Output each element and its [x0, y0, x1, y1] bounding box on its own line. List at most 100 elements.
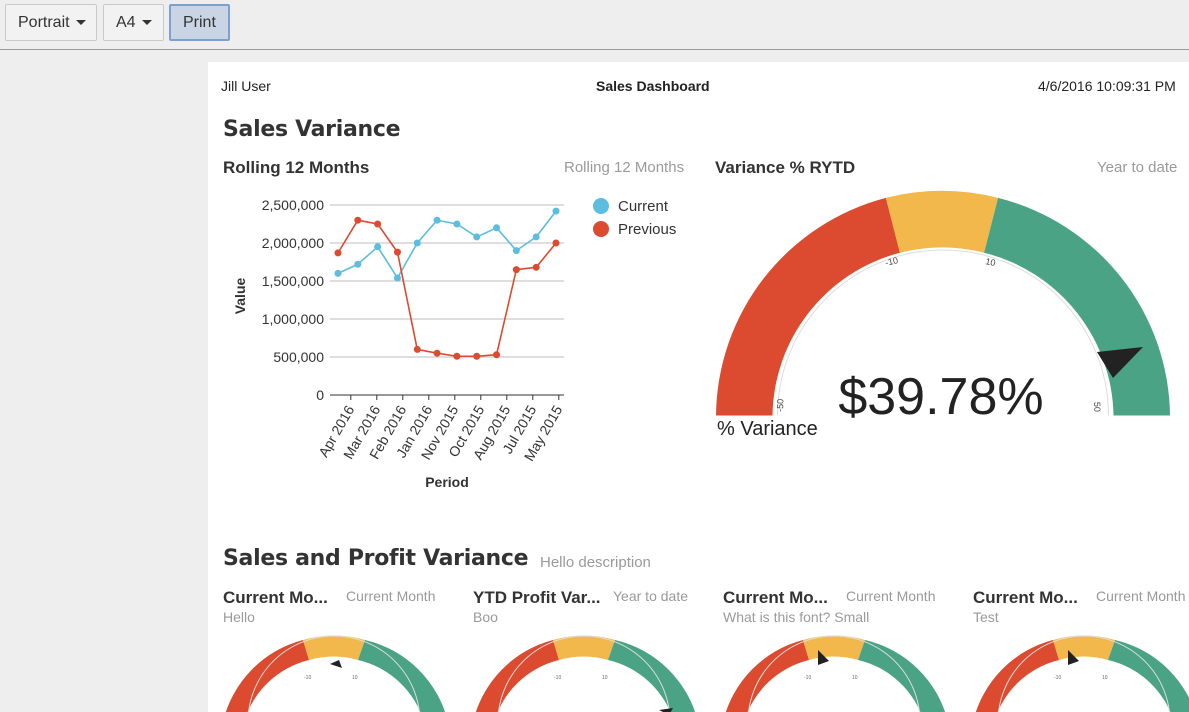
paper-size-dropdown[interactable]: A4 [103, 4, 164, 41]
gauge-tick-label: 10 [1102, 675, 1108, 681]
data-point-previous [493, 351, 501, 359]
data-point-current [413, 239, 421, 247]
chevron-down-icon [141, 20, 152, 26]
gauge-needle [818, 650, 829, 665]
gauge-tick-label: 10 [852, 675, 858, 681]
data-point-current [493, 224, 501, 232]
x-axis-label: Period [425, 474, 469, 490]
data-point-current [473, 233, 481, 241]
series-line-previous [337, 219, 557, 358]
gauge-3-title: Current Mo... [723, 588, 828, 607]
gauge-tick-label: -10 [554, 675, 561, 681]
section-title-sales-variance: Sales Variance [223, 117, 401, 142]
data-point-current [512, 247, 520, 255]
orientation-label: Portrait [18, 14, 70, 31]
page-title: Sales Dashboard [596, 78, 710, 94]
gauge-band-green [858, 640, 946, 712]
data-point-previous [354, 216, 362, 224]
gauge-tick-label: -10 [804, 675, 811, 681]
gauge-needle [1068, 650, 1079, 665]
variance-gauge: -50 -10 10 50 $39.78% % Variance [716, 190, 1170, 440]
gauge-3-description: What is this font? Small [723, 609, 870, 625]
orientation-dropdown[interactable]: Portrait [5, 4, 97, 41]
gauge-band-red [975, 640, 1059, 712]
gauge-inner-ring [998, 635, 1170, 712]
legend-previous-label: Previous [618, 221, 676, 238]
chevron-down-icon [75, 20, 86, 26]
gauge-tick-label: -10 [1054, 675, 1061, 681]
data-point-previous [433, 349, 441, 357]
data-point-previous [512, 266, 520, 274]
gauge-tick-label: 50 [1092, 402, 1102, 412]
legend-current-label: Current [618, 198, 669, 215]
y-tick-label: 1,000,000 [262, 311, 324, 327]
gauge-needle [330, 660, 342, 668]
gauge-unit-label: % Variance [717, 418, 818, 440]
gauge-band-green [1108, 640, 1189, 712]
gauge-inner-ring [498, 635, 670, 712]
gauge-band-yellow [303, 635, 365, 660]
data-point-current [334, 269, 342, 277]
gauge-1-title: Current Mo... [223, 588, 328, 607]
gauge-1: -10 10 [225, 635, 446, 712]
gauge-4: -10 10 [975, 635, 1189, 712]
rolling-chart-subtitle: Rolling 12 Months [564, 159, 685, 176]
gauge-tick-label: -10 [304, 675, 311, 681]
rolling-chart-title: Rolling 12 Months [223, 158, 370, 177]
y-tick-label: 1,500,000 [262, 273, 324, 289]
gauge-2-title: YTD Profit Var... [473, 588, 601, 607]
data-point-current [433, 216, 441, 224]
y-tick-label: 0 [316, 387, 324, 403]
print-button[interactable]: Print [169, 4, 230, 41]
gauge-2-description: Boo [473, 609, 498, 625]
gauge-band-green [608, 640, 696, 712]
data-point-previous [374, 220, 382, 228]
gauge-band-red [225, 640, 309, 712]
data-point-current [552, 207, 560, 215]
data-point-previous [334, 249, 342, 257]
gauge-3-subtitle: Current Month [846, 588, 936, 604]
gauge-inner-ring [748, 635, 920, 712]
gauge-tick-label: -10 [884, 255, 899, 268]
gauge-tick-label: 10 [352, 675, 358, 681]
gauge-inner-ring [777, 249, 1109, 416]
gauge-4-description: Test [973, 609, 999, 625]
y-tick-label: 2,000,000 [262, 235, 324, 251]
dashboard-sheet: Jill User Sales Dashboard 4/6/2016 10:09… [208, 62, 1189, 712]
header-datetime: 4/6/2016 10:09:31 PM [1038, 78, 1176, 94]
print-label: Print [183, 14, 216, 31]
gauge-1-description: Hello [223, 609, 255, 625]
series-line-current [337, 210, 557, 280]
gauge-4-subtitle: Current Month [1096, 588, 1186, 604]
gauge-value: $39.78% [838, 368, 1043, 426]
data-point-previous [393, 248, 401, 256]
gauge-3: -10 10 [725, 635, 946, 712]
gauge-4-title: Current Mo... [973, 588, 1078, 607]
data-point-previous [413, 345, 421, 353]
data-point-current [354, 260, 362, 268]
gauge-band-red [725, 640, 809, 712]
gauge-band-red [716, 197, 900, 416]
data-point-current [532, 233, 540, 241]
legend-previous-swatch [593, 221, 609, 237]
gauge-needle [1097, 347, 1143, 378]
print-toolbar: Portrait A4 Print [0, 0, 1189, 50]
data-point-previous [552, 239, 560, 247]
data-point-current [393, 274, 401, 282]
gauge-tick-label: 10 [602, 675, 608, 681]
gauge-2: -10 10 [475, 635, 696, 712]
rolling-line-chart: 2,500,000 2,000,000 1,500,000 1,000,000 500,… [232, 197, 676, 490]
gauge-band-yellow [553, 635, 615, 660]
gauge-band-yellow [885, 190, 999, 253]
gauge-needle [659, 708, 673, 712]
gauge-tick-label: 10 [985, 256, 997, 268]
y-tick-label: 2,500,000 [262, 197, 324, 213]
data-point-previous [453, 352, 461, 360]
y-tick-label: 500,000 [273, 349, 324, 365]
data-point-previous [473, 352, 481, 360]
section-description: Hello description [540, 554, 651, 571]
data-point-current [453, 220, 461, 228]
gauge-band-green [358, 640, 446, 712]
variance-gauge-title: Variance % RYTD [715, 158, 856, 177]
gauge-1-subtitle: Current Month [346, 588, 436, 604]
